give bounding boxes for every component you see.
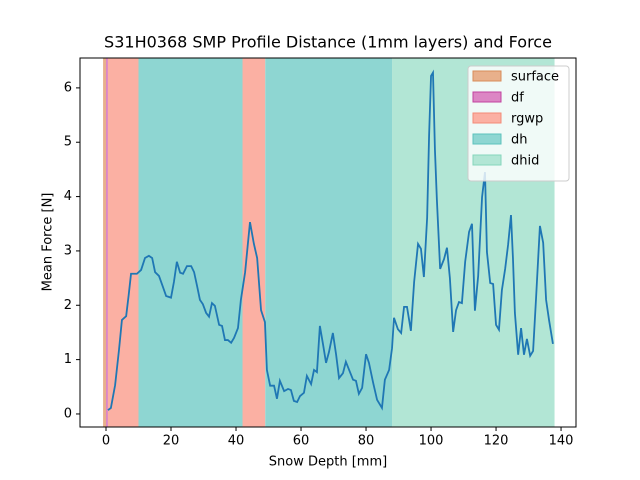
x-axis-label: Snow Depth [mm] — [269, 455, 387, 470]
legend-swatch — [472, 112, 502, 124]
x-tick-label: 40 — [228, 434, 245, 449]
legend-label: df — [511, 91, 524, 106]
x-tick-label: 140 — [549, 434, 574, 449]
y-tick-label: 1 — [64, 352, 72, 367]
legend-label: surface — [511, 70, 559, 85]
span — [265, 58, 393, 427]
x-tick-label: 60 — [293, 434, 310, 449]
legend-swatch — [472, 133, 502, 145]
span — [103, 58, 107, 427]
y-tick-label: 3 — [64, 243, 72, 258]
line — [107, 69, 554, 411]
y-axis-label: Mean Force [N] — [41, 193, 56, 292]
y-tick-label: 2 — [64, 298, 72, 313]
axes-frame — [79, 57, 577, 428]
x-tick-label: 100 — [419, 434, 444, 449]
legend-swatch — [472, 70, 502, 82]
y-tick-label: 5 — [64, 135, 72, 150]
span — [107, 58, 139, 427]
y-tick-label: 0 — [64, 406, 72, 421]
legend-label: dhid — [511, 154, 539, 169]
y-tick-label: 6 — [64, 80, 72, 95]
chart-title: S31H0368 SMP Profile Distance (1mm layer… — [104, 33, 552, 52]
x-tick-label: 120 — [484, 434, 509, 449]
x-tick-label: 80 — [358, 434, 375, 449]
span — [138, 58, 243, 427]
y-tick-label: 4 — [64, 189, 72, 204]
legend-label: dh — [511, 133, 528, 148]
span — [106, 58, 108, 427]
legend-label: rgwp — [511, 112, 543, 127]
legend-swatch — [472, 91, 502, 103]
legend-swatch — [472, 154, 502, 166]
x-tick-label: 20 — [163, 434, 180, 449]
x-tick-label: 0 — [102, 434, 110, 449]
